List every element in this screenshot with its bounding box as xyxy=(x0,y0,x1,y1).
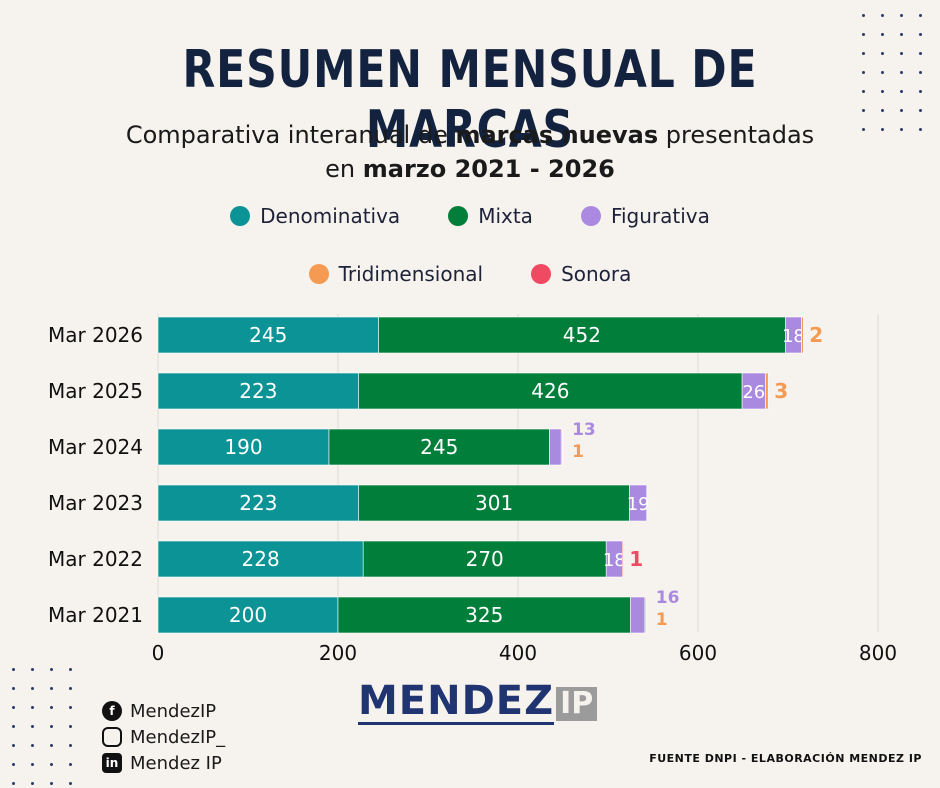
bar-segment xyxy=(549,428,562,466)
subtitle-bold-2: marzo 2021 - 2026 xyxy=(362,155,615,183)
legend-row-2: Tridimensional Sonora xyxy=(0,262,940,286)
social-instagram-label: MendezIP_ xyxy=(130,726,226,748)
data-label: 325 xyxy=(465,603,503,627)
bar-segment xyxy=(622,540,624,578)
x-tick-label: 400 xyxy=(499,641,537,665)
y-category-label: Mar 2025 xyxy=(48,379,143,403)
bar-segment xyxy=(358,372,743,410)
data-label: 223 xyxy=(239,491,277,515)
bar-segment xyxy=(629,484,647,522)
legend-label-sonora: Sonora xyxy=(561,262,632,286)
social-links: f MendezIP MendezIP_ in Mendez IP xyxy=(102,698,225,776)
y-category-label: Mar 2021 xyxy=(48,603,143,627)
legend-swatch-mixta xyxy=(448,206,469,226)
bar-segment xyxy=(358,484,630,522)
instagram-icon xyxy=(102,727,122,747)
data-label: 426 xyxy=(531,379,569,403)
y-category-label: Mar 2023 xyxy=(48,491,143,515)
legend-swatch-tridimensional xyxy=(308,264,329,284)
social-facebook[interactable]: f MendezIP xyxy=(102,698,225,724)
data-label: 228 xyxy=(242,547,280,571)
y-category-label: Mar 2022 xyxy=(48,547,143,571)
data-label: 26 xyxy=(742,382,765,403)
legend-label-mixta: Mixta xyxy=(478,204,533,228)
legend-label-figurativa: Figurativa xyxy=(610,204,710,228)
logo-ip-text: IP xyxy=(556,687,598,721)
bar-segment xyxy=(157,596,339,634)
legend-item-denominativa: Denominativa xyxy=(230,204,400,228)
bar-segment xyxy=(157,484,359,522)
bar-segment xyxy=(801,316,804,354)
bar-segment xyxy=(157,316,379,354)
bar-segment xyxy=(765,372,769,410)
data-label: 19 xyxy=(627,494,650,515)
data-label: 223 xyxy=(239,379,277,403)
data-label: 1 xyxy=(629,547,643,571)
legend-item-sonora: Sonora xyxy=(531,262,631,286)
facebook-icon: f xyxy=(102,701,122,721)
data-label: 1 xyxy=(572,442,584,462)
bar-segment xyxy=(328,428,550,466)
decorative-dots-top-right xyxy=(862,14,922,131)
data-label: 270 xyxy=(466,547,504,571)
legend-swatch-figurativa xyxy=(580,206,601,226)
decorative-dots-bottom-left xyxy=(12,668,72,785)
x-tick-label: 800 xyxy=(859,641,897,665)
bar-segment xyxy=(157,540,364,578)
data-label: 245 xyxy=(420,435,458,459)
legend-row-1: Denominativa Mixta Figurativa xyxy=(0,204,940,228)
y-category-label: Mar 2024 xyxy=(48,435,143,459)
bar-segment xyxy=(560,428,563,466)
bar-segment xyxy=(337,596,631,634)
bar-segment xyxy=(378,316,786,354)
legend-item-tridimensional: Tridimensional xyxy=(308,262,484,286)
y-category-label: Mar 2026 xyxy=(48,323,143,347)
data-label: 301 xyxy=(475,491,513,515)
x-tick-label: 200 xyxy=(319,641,357,665)
bar-segment xyxy=(630,596,646,634)
bar-segment xyxy=(157,372,359,410)
data-label: 18 xyxy=(782,326,805,347)
social-linkedin-label: Mendez IP xyxy=(130,752,222,774)
subtitle-text-3: en xyxy=(325,155,363,183)
subtitle: Comparativa interanual de marcas nuevas … xyxy=(70,118,870,186)
data-label: 245 xyxy=(249,323,287,347)
source-note: FUENTE DNPI - ELABORACIÓN MENDEZ IP xyxy=(649,752,922,765)
data-label: 16 xyxy=(656,588,680,608)
legend-item-mixta: Mixta xyxy=(448,204,533,228)
bar-segment xyxy=(644,596,647,634)
logo-main-text: MENDEZ xyxy=(358,678,555,725)
data-label: 1 xyxy=(656,610,668,630)
social-instagram[interactable]: MendezIP_ xyxy=(102,724,225,750)
data-label: 452 xyxy=(563,323,601,347)
data-label: 190 xyxy=(224,435,262,459)
legend-item-figurativa: Figurativa xyxy=(580,204,710,228)
subtitle-bold-1: marcas nuevas xyxy=(455,121,659,149)
subtitle-text-2: presentadas xyxy=(658,121,815,149)
legend-swatch-denominativa xyxy=(230,206,251,226)
social-linkedin[interactable]: in Mendez IP xyxy=(102,750,225,776)
subtitle-text-1: Comparativa interanual de xyxy=(125,121,456,149)
brand-logo: MENDEZ IP xyxy=(358,678,598,725)
legend-swatch-sonora xyxy=(531,264,552,284)
data-label: 200 xyxy=(229,603,267,627)
x-tick-label: 600 xyxy=(679,641,717,665)
legend-label-denominativa: Denominativa xyxy=(260,204,401,228)
page-title: RESUMEN MENSUAL DE MARCAS xyxy=(182,40,758,160)
legend-label-tridimensional: Tridimensional xyxy=(338,262,484,286)
social-facebook-label: MendezIP xyxy=(130,700,217,722)
bar-segment xyxy=(157,428,330,466)
linkedin-icon: in xyxy=(102,753,122,773)
data-label: 2 xyxy=(809,323,823,347)
data-label: 18 xyxy=(603,550,626,571)
data-label: 3 xyxy=(774,379,788,403)
x-tick-label: 0 xyxy=(152,641,165,665)
data-label: 13 xyxy=(572,420,596,440)
